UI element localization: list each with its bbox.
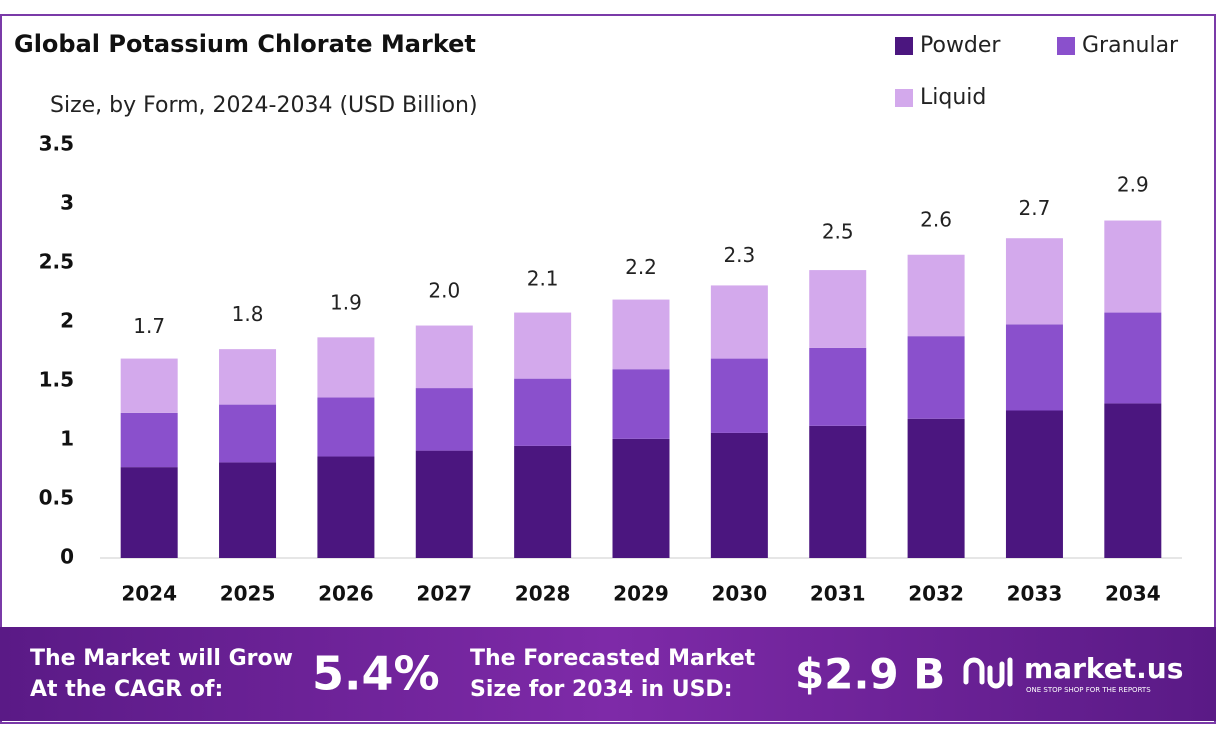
x-tick-label: 2026	[318, 582, 374, 606]
total-label: 2.6	[920, 208, 952, 232]
bar-segment	[1005, 324, 1063, 411]
legend-label: Powder	[920, 33, 1001, 58]
footer-text: The Market will Grow	[30, 646, 293, 671]
total-label: 2.5	[822, 220, 854, 244]
bar-segment	[415, 325, 473, 389]
bar-segment	[219, 404, 277, 463]
bar-segment	[612, 438, 670, 558]
y-tick-label: 1.5	[39, 368, 74, 392]
total-label: 2.0	[428, 279, 460, 303]
x-tick-label: 2030	[712, 582, 768, 606]
footer-text: Size for 2034 in USD:	[470, 677, 733, 702]
bar-segment	[219, 462, 277, 558]
brand-name: market.us	[1024, 652, 1183, 685]
y-tick-label: 0	[60, 545, 74, 569]
x-tick-label: 2028	[515, 582, 571, 606]
total-label: 1.7	[133, 314, 165, 338]
bar-segment	[809, 425, 867, 558]
x-tick-label: 2029	[613, 582, 669, 606]
brand-logo	[963, 657, 1013, 689]
x-tick-label: 2033	[1007, 582, 1063, 606]
x-tick-label: 2031	[810, 582, 866, 606]
bar-segment	[120, 358, 178, 413]
bar-segment	[317, 337, 375, 398]
forecast-value: $2.9 B	[795, 650, 945, 699]
footer-banner	[0, 627, 1216, 721]
x-tick-label: 2024	[121, 582, 177, 606]
bar-segment	[1005, 410, 1063, 558]
footer-text: At the CAGR of:	[30, 677, 223, 702]
bar-segment	[1104, 312, 1162, 404]
bar-segment	[1005, 238, 1063, 325]
x-tick-label: 2025	[220, 582, 276, 606]
bar-segment	[120, 467, 178, 558]
bar-segment	[809, 347, 867, 426]
total-label: 2.7	[1019, 196, 1051, 220]
bar-segment	[1104, 220, 1162, 313]
y-tick-label: 2	[60, 309, 74, 333]
y-tick-label: 3.5	[39, 132, 74, 156]
bar-segment	[317, 456, 375, 558]
bar-segment	[907, 336, 965, 419]
bar-segment	[514, 312, 572, 379]
bar-segment	[317, 397, 375, 457]
legend-label: Liquid	[920, 85, 986, 110]
bar-segment	[710, 432, 768, 558]
total-label: 2.1	[527, 267, 559, 291]
y-tick-label: 1	[60, 427, 74, 451]
total-label: 2.2	[625, 255, 657, 279]
bar-segment	[907, 418, 965, 558]
bar-segment	[612, 369, 670, 439]
y-tick-label: 0.5	[39, 486, 74, 510]
legend-swatch	[1057, 37, 1075, 55]
y-tick-label: 2.5	[39, 250, 74, 274]
bar-segment	[612, 299, 670, 370]
cagr-value: 5.4%	[312, 647, 440, 701]
brand-tagline: ONE STOP SHOP FOR THE REPORTS	[1026, 686, 1151, 694]
legend-label: Granular	[1082, 33, 1179, 58]
bar-segment	[1104, 403, 1162, 558]
chart-subtitle: Size, by Form, 2024-2034 (USD Billion)	[50, 93, 478, 118]
x-tick-label: 2032	[908, 582, 964, 606]
footer-text: The Forecasted Market	[470, 646, 756, 671]
x-tick-label: 2027	[416, 582, 472, 606]
bar-segment	[809, 270, 867, 348]
bar-segment	[710, 358, 768, 433]
bar-segment	[415, 450, 473, 558]
bar-segment	[219, 349, 277, 405]
bar-segment	[514, 445, 572, 558]
y-tick-label: 3	[60, 191, 74, 215]
total-label: 2.3	[723, 243, 755, 267]
total-label: 1.8	[232, 302, 264, 326]
legend-swatch	[895, 89, 913, 107]
total-label: 2.9	[1117, 172, 1149, 196]
total-label: 1.9	[330, 290, 362, 314]
x-tick-label: 2034	[1105, 582, 1161, 606]
bar-segment	[907, 254, 965, 337]
legend-swatch	[895, 37, 913, 55]
bar-segment	[120, 412, 178, 468]
bar-segment	[710, 285, 768, 359]
bar-segment	[415, 388, 473, 451]
chart-title: Global Potassium Chlorate Market	[14, 30, 476, 58]
bar-segment	[514, 378, 572, 446]
